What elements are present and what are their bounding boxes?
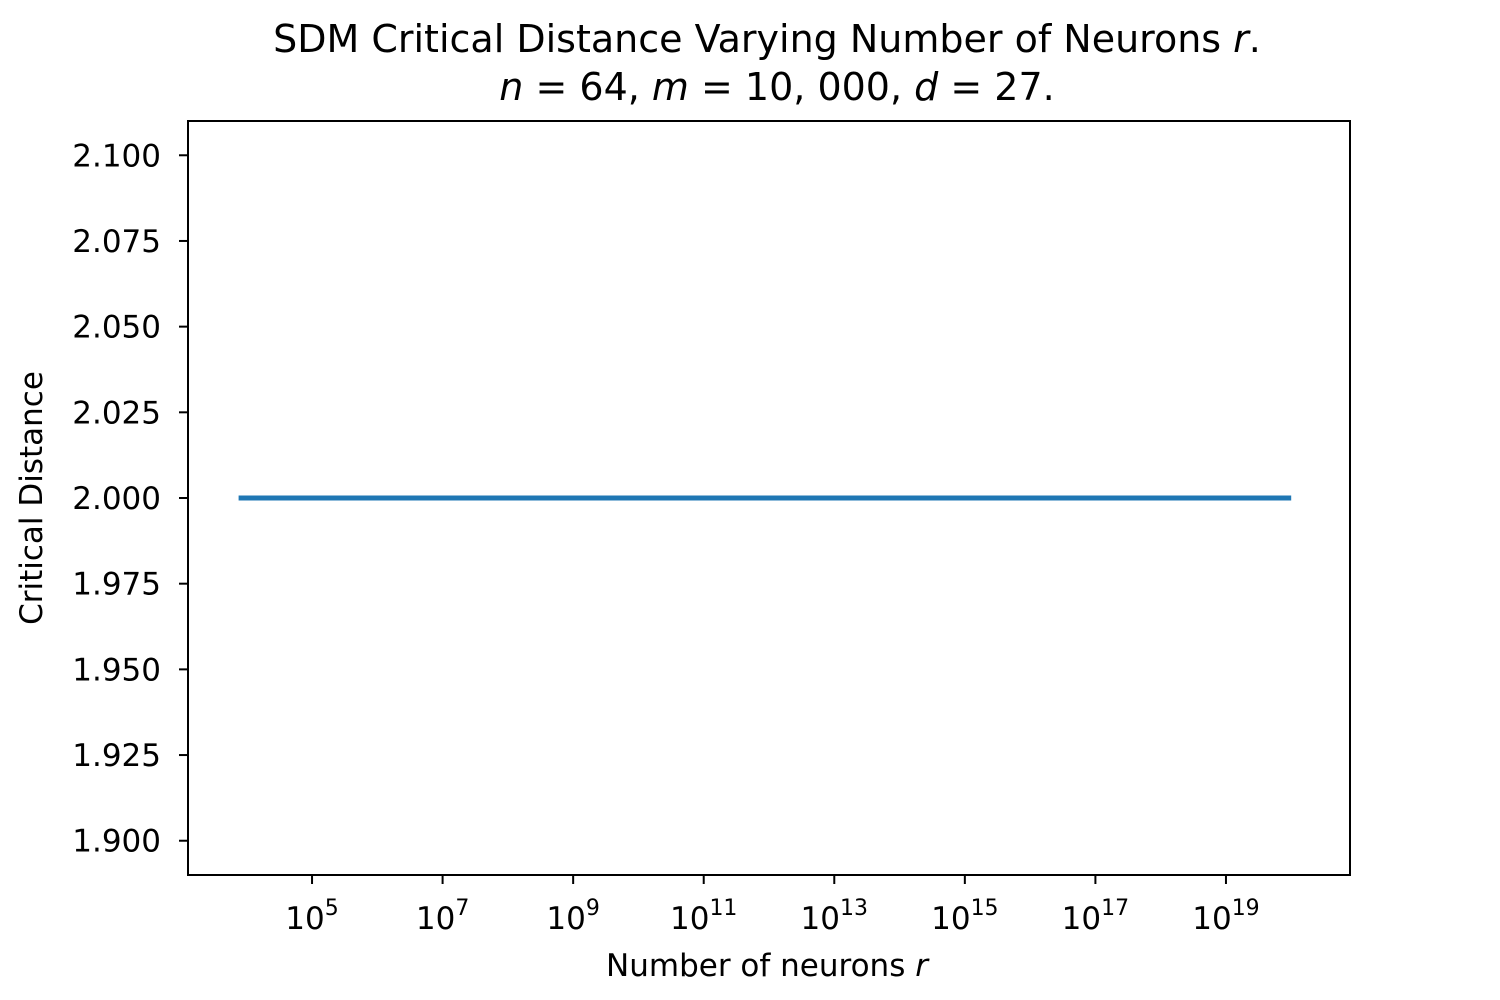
chart-subtitle-part: = 27. — [938, 65, 1054, 109]
x-tick-label: 107 — [416, 896, 469, 937]
chart-subtitle-part: n — [499, 65, 523, 109]
x-tick-label-base: 10 — [416, 901, 455, 937]
y-tick-label: 1.925 — [72, 738, 161, 774]
y-tick-label: 1.975 — [72, 567, 161, 603]
x-tick-label: 1019 — [1192, 896, 1259, 937]
chart-title-text: SDM Critical Distance Varying Number of … — [273, 17, 1233, 61]
plot-frame — [187, 120, 1351, 876]
x-tick-label: 105 — [285, 896, 338, 937]
chart-title-suffix: . — [1249, 17, 1261, 61]
x-axis-label-variable: r — [915, 948, 930, 984]
x-tick-label-exponent: 15 — [971, 896, 999, 921]
chart-subtitle-part: = 64, — [523, 65, 652, 109]
y-tick-label: 2.000 — [72, 481, 161, 517]
x-axis: 105 107 109 1011 1013 1015 1017 1019 — [285, 875, 1260, 937]
chart-title-variable: r — [1233, 17, 1251, 61]
chart-subtitle-part: = 10, 000, — [689, 65, 914, 109]
chart-subtitle-part: m — [652, 65, 689, 109]
x-tick-label-base: 10 — [546, 901, 585, 937]
x-tick-label-base: 10 — [1062, 901, 1101, 937]
x-tick-label-exponent: 5 — [325, 896, 339, 921]
y-tick-label: 2.100 — [72, 138, 161, 174]
x-tick-label-exponent: 11 — [709, 896, 737, 921]
x-tick-label-base: 10 — [931, 901, 970, 937]
x-tick-label-exponent: 17 — [1101, 896, 1129, 921]
x-tick-label: 1017 — [1062, 896, 1129, 937]
x-axis-label-text: Number of neurons — [606, 948, 915, 984]
x-tick-label-exponent: 9 — [586, 896, 600, 921]
y-tick-label: 1.900 — [72, 824, 161, 860]
x-tick-label-exponent: 7 — [455, 896, 469, 921]
x-tick-label-base: 10 — [801, 901, 840, 937]
x-tick-label-base: 10 — [285, 901, 324, 937]
x-tick-label: 109 — [546, 896, 599, 937]
y-axis-label: Critical Distance — [14, 371, 50, 625]
x-tick-label: 1013 — [801, 896, 868, 937]
chart-title-line-1: SDM Critical Distance Varying Number of … — [273, 17, 1261, 61]
x-tick-label-exponent: 13 — [840, 896, 868, 921]
x-tick-label-base: 10 — [670, 901, 709, 937]
x-tick-label-exponent: 19 — [1232, 896, 1260, 921]
chart-subtitle-part: d — [914, 65, 939, 109]
y-tick-label: 2.050 — [72, 310, 161, 346]
chart-subtitle: n = 64, m = 10, 000, d = 27. — [499, 65, 1054, 109]
y-tick-label: 2.025 — [72, 395, 161, 431]
y-axis: 1.900 1.925 1.950 1.975 2.000 2.025 2.050 2.075… — [72, 138, 188, 860]
x-tick-label: 1015 — [931, 896, 998, 937]
y-tick-label: 2.075 — [72, 224, 161, 260]
x-tick-label-base: 10 — [1192, 901, 1231, 937]
x-axis-label: Number of neurons r — [606, 948, 930, 984]
x-tick-label: 1011 — [670, 896, 737, 937]
y-tick-label: 1.950 — [72, 652, 161, 688]
